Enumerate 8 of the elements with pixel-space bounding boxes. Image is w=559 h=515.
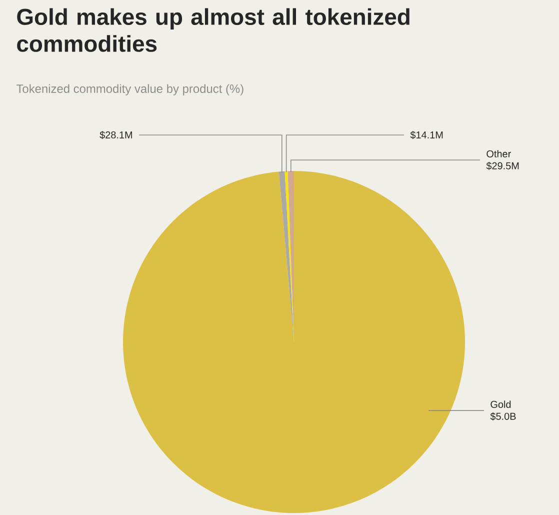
slice-label: Gold	[490, 400, 511, 408]
slice-label: Other	[486, 150, 511, 158]
chart-title: Gold makes up almost all tokenized commodities	[17, 8, 410, 52]
data-label: $28.1M	[100, 130, 132, 140]
data-label: $5.0B	[490, 412, 516, 420]
data-label: $29.5M	[486, 162, 519, 170]
data-label: $14.1M	[410, 130, 443, 140]
chart-subtitle: Tokenized commodity value by product (%)	[16, 84, 244, 96]
